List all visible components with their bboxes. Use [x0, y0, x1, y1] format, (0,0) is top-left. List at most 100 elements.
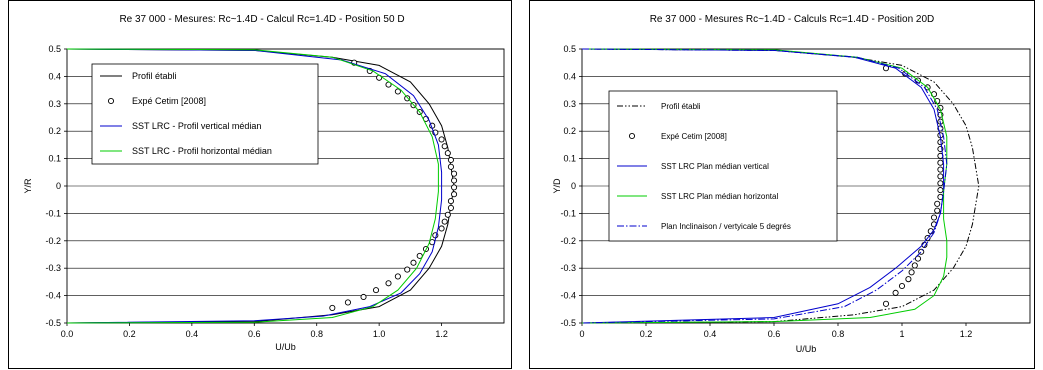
y-tick-label: -0.1 — [45, 208, 61, 218]
data-point — [937, 187, 944, 194]
data-point — [934, 207, 941, 214]
x-axis-label: U/Ub — [275, 342, 296, 352]
x-tick-label: 0.4 — [704, 329, 717, 339]
x-tick-label: 1 — [899, 329, 904, 339]
y-axis-label: Y/R — [23, 178, 33, 194]
y-tick-label: -0.3 — [45, 263, 61, 273]
x-tick-label: 0.6 — [248, 329, 261, 339]
x-tick-label: 0.4 — [186, 329, 199, 339]
y-tick-label: 0.3 — [563, 99, 576, 109]
x-axis-label: U/Ub — [796, 344, 817, 354]
data-point — [914, 255, 922, 262]
y-tick-label: 0.2 — [563, 126, 576, 136]
data-point — [444, 150, 451, 157]
x-tick-label: 0.6 — [768, 329, 781, 339]
y-tick-label: -0.2 — [560, 236, 576, 246]
data-point — [404, 266, 411, 273]
y-tick-label: -0.5 — [560, 318, 576, 328]
y-tick-label: 0.1 — [48, 154, 61, 164]
y-tick-label: 0.4 — [48, 71, 61, 81]
y-axis-label: Y/D — [552, 178, 562, 194]
x-tick-label: 1.0 — [373, 329, 386, 339]
chart-left-svg: Re 37 000 - Mesures: Rc~1.4D - Calcul Rc… — [23, 14, 505, 352]
y-tick-label: -0.3 — [560, 263, 576, 273]
data-point — [447, 156, 454, 164]
legend-label: Profil établi — [132, 71, 177, 81]
legend-box — [91, 63, 319, 165]
y-tick-label: 0.4 — [563, 71, 576, 81]
data-point — [451, 184, 458, 191]
legend-label: SST LRC Plan médian horizontal — [661, 192, 778, 201]
data-point — [451, 191, 458, 198]
data-point — [898, 282, 906, 290]
data-point — [937, 180, 944, 187]
legend-marker — [107, 97, 115, 105]
plot-frame — [66, 48, 505, 324]
y-tick-label: -0.1 — [560, 208, 576, 218]
x-tick-label: 1.2 — [960, 329, 973, 339]
data-point — [934, 200, 941, 207]
x-tick-label: 0.0 — [61, 329, 74, 339]
chart-panel-right: Re 37 000 - Mesures Rc~1.4D - Calculs Rc… — [529, 0, 1035, 369]
data-point — [905, 276, 912, 283]
data-point — [410, 259, 417, 266]
data-point — [372, 287, 380, 294]
legend-marker — [628, 132, 636, 140]
legend-label: Expé Cetim [2008] — [132, 96, 206, 106]
x-tick-label: 1.2 — [435, 329, 448, 339]
data-point — [438, 136, 445, 143]
chart-right-svg: Re 37 000 - Mesures Rc~1.4D - Calculs Rc… — [552, 14, 1031, 354]
x-tick-label: 0.2 — [123, 329, 136, 339]
x-tick-label: 0.2 — [640, 329, 653, 339]
data-point — [438, 225, 445, 232]
legend-box — [608, 90, 838, 242]
y-tick-label: 0.5 — [563, 44, 576, 54]
data-point — [344, 299, 351, 306]
y-tick-label: 0 — [56, 181, 61, 191]
y-tick-label: -0.5 — [45, 318, 61, 328]
data-point — [385, 280, 392, 287]
chart-title: Re 37 000 - Mesures: Rc~1.4D - Calcul Rc… — [119, 14, 404, 25]
x-tick-label: 0 — [579, 329, 584, 339]
y-tick-label: -0.4 — [560, 291, 576, 301]
chart-title: Re 37 000 - Mesures Rc~1.4D - Calculs Rc… — [650, 14, 935, 25]
data-point — [908, 269, 915, 276]
data-point — [441, 218, 448, 225]
data-point — [447, 163, 454, 170]
data-point — [930, 214, 938, 221]
y-tick-label: 0.2 — [48, 126, 61, 136]
legend-label: SST LRC Plan médian vertical — [661, 162, 769, 171]
y-tick-label: 0.1 — [563, 154, 576, 164]
data-point — [441, 143, 448, 150]
y-tick-label: 0.3 — [48, 99, 61, 109]
chart-panel-left: Re 37 000 - Mesures: Rc~1.4D - Calcul Rc… — [8, 0, 512, 369]
legend-label: SST LRC - Profil horizontal médian — [132, 146, 272, 156]
data-point — [451, 170, 458, 177]
data-point — [329, 304, 336, 311]
x-tick-label: 0.8 — [310, 329, 323, 339]
data-point — [447, 198, 454, 205]
series-line-4 — [66, 48, 439, 324]
series-line-3 — [66, 48, 443, 324]
x-tick-label: 0.8 — [832, 329, 845, 339]
data-point — [892, 289, 899, 296]
data-point — [394, 273, 401, 280]
data-point — [360, 293, 367, 301]
data-point — [444, 211, 451, 218]
series-line-1 — [581, 48, 980, 324]
data-point — [911, 262, 918, 269]
data-point — [937, 166, 944, 173]
series-line-4 — [581, 48, 948, 324]
data-point — [394, 88, 401, 95]
y-tick-label: 0.5 — [48, 44, 61, 54]
data-point — [447, 204, 454, 211]
y-tick-label: -0.2 — [45, 236, 61, 246]
series-line-5 — [581, 48, 948, 324]
data-point — [937, 173, 944, 180]
plot-frame — [581, 48, 1031, 324]
legend-label: Expé Cetim [2008] — [661, 132, 727, 141]
data-point — [937, 159, 944, 166]
y-tick-label: -0.4 — [45, 291, 61, 301]
legend-label: Plan Inclinaison / vertyicale 5 degrés — [661, 222, 791, 231]
legend-label: SST LRC - Profil vertical médian — [132, 121, 261, 131]
